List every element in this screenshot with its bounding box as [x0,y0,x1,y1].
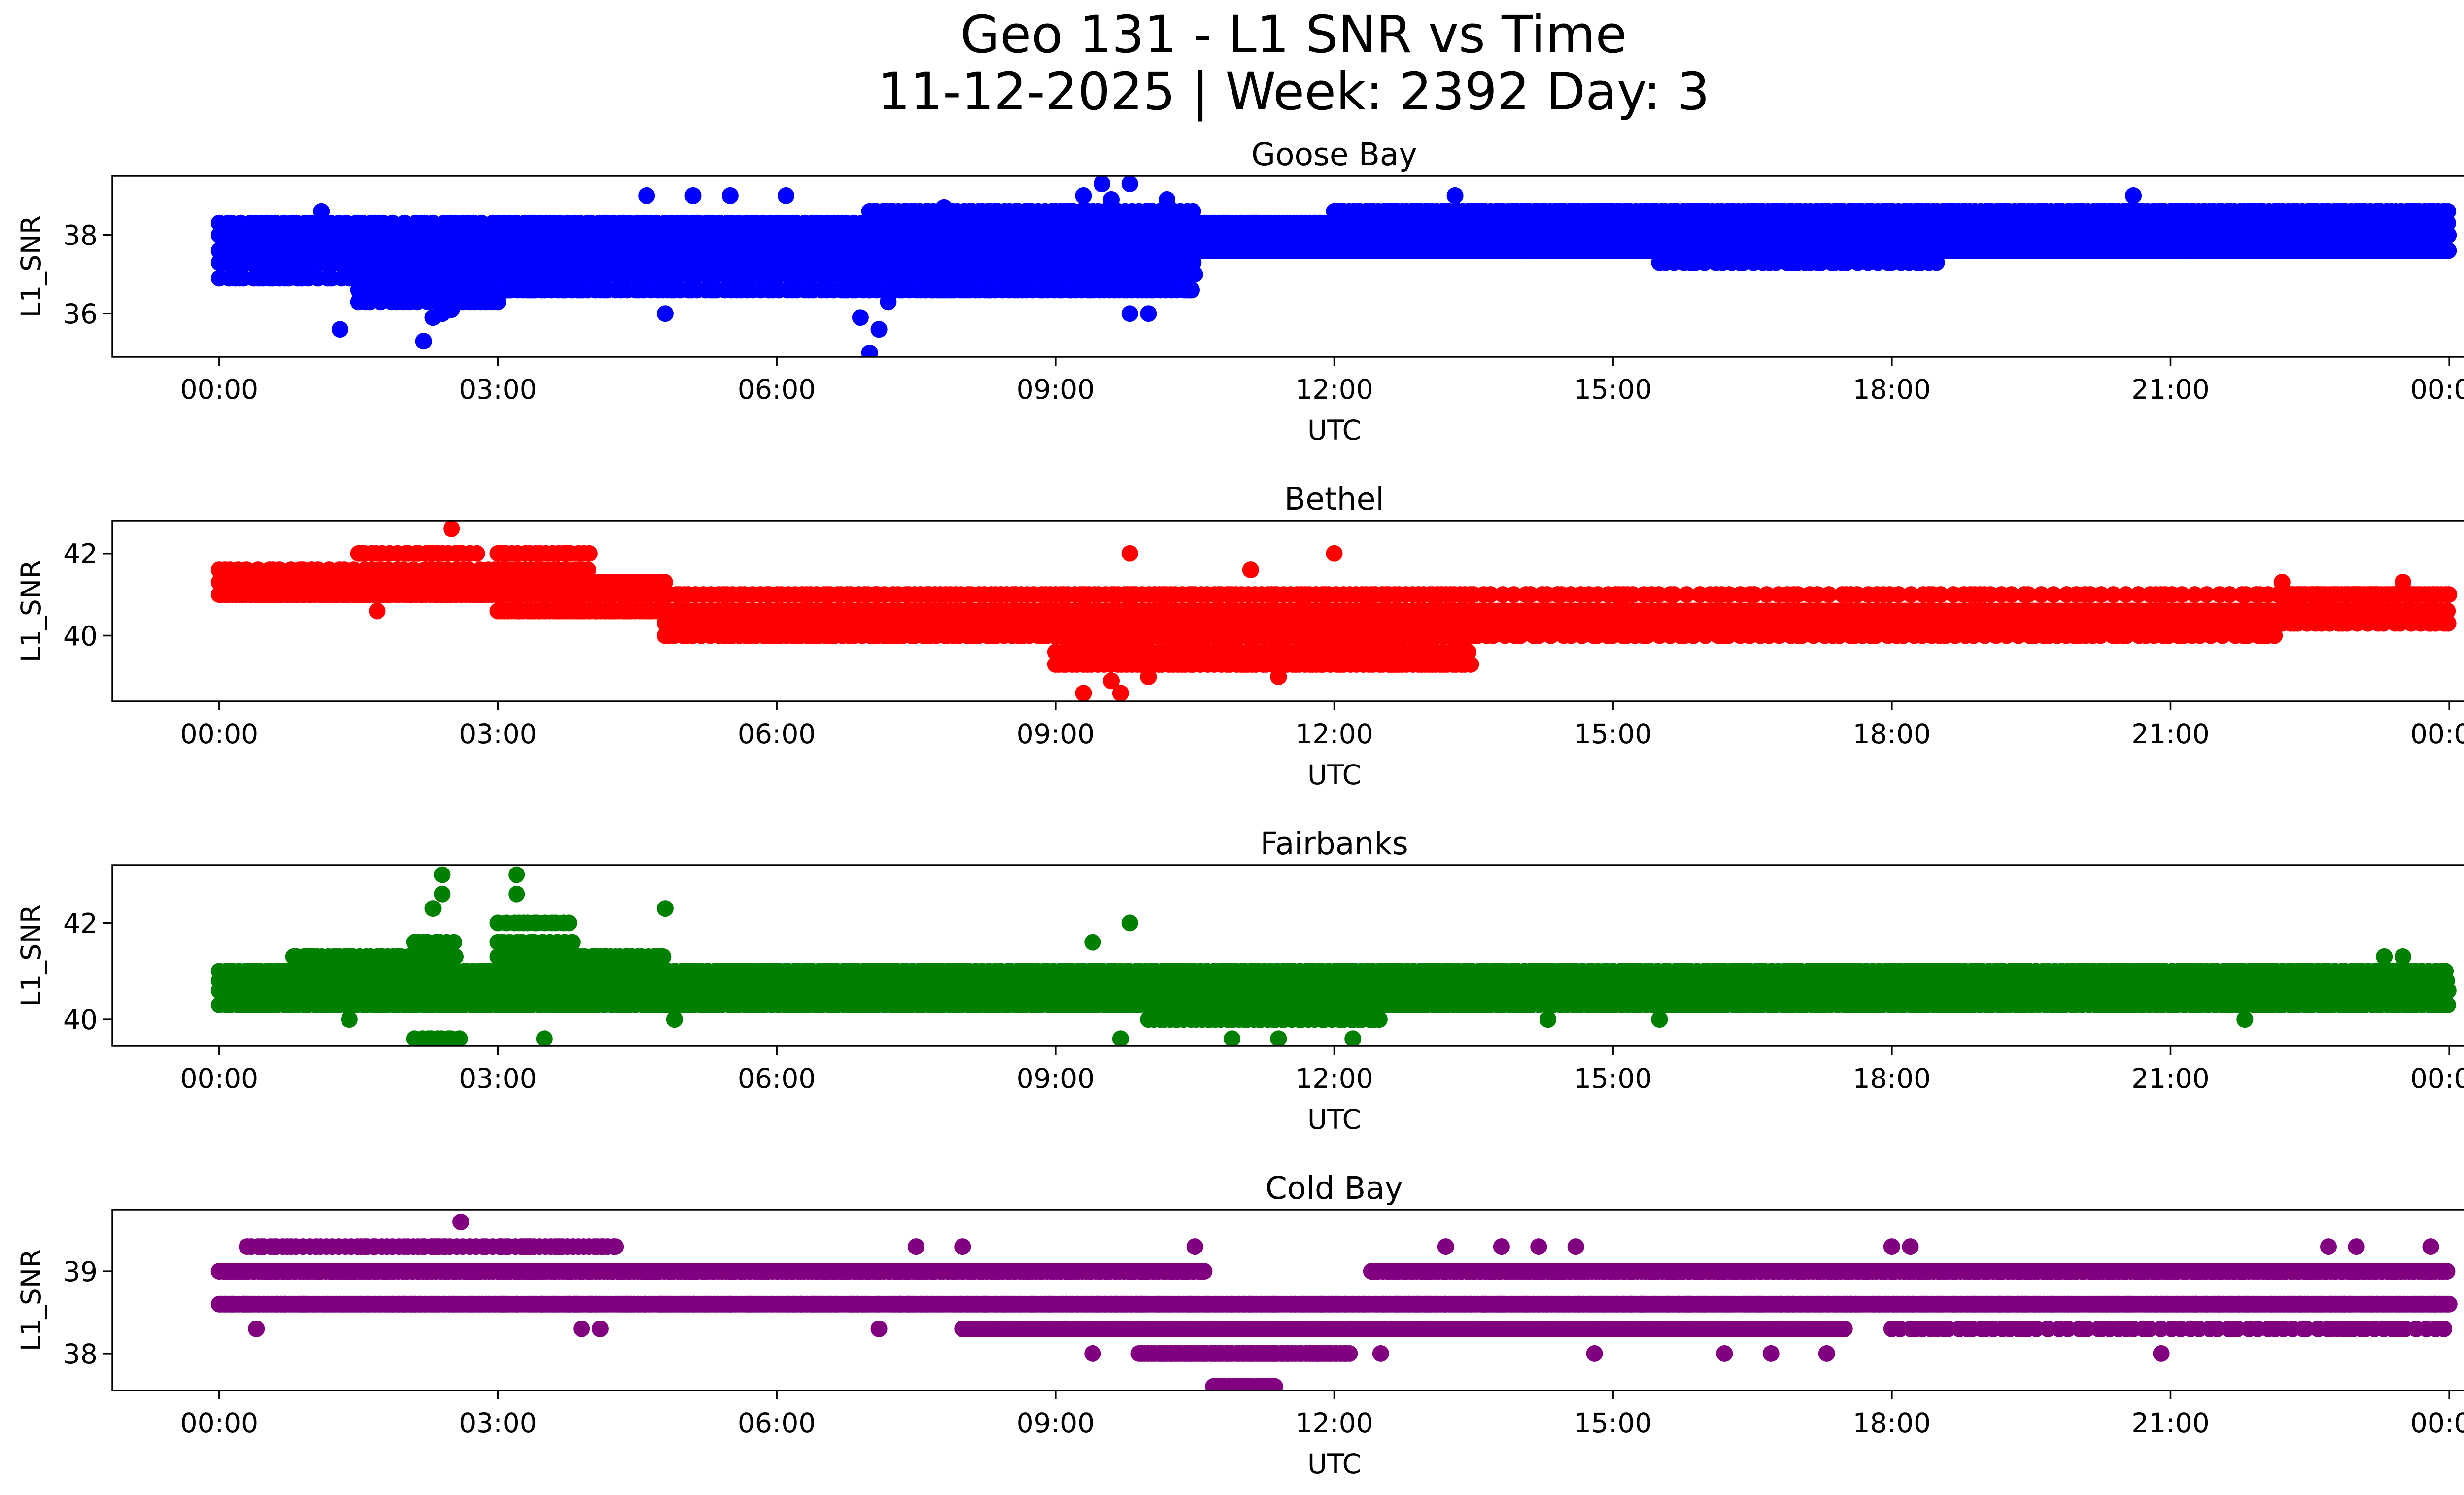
scatter-series [210,176,2457,357]
data-point [721,187,739,204]
scatter-series [210,521,2458,701]
data-point [460,561,477,579]
chart-title: Geo 131 - L1 SNR vs Time [960,4,1627,65]
x-tick-label: 06:00 [738,374,816,405]
data-point [1159,191,1176,208]
x-tick-label: 15:00 [1574,374,1652,405]
x-tick-label: 09:00 [1017,374,1095,405]
data-point [935,199,953,216]
data-point [332,321,348,338]
y-tick-label: 38 [63,220,98,251]
x-tick-label: 03:00 [459,374,537,405]
data-point [1183,281,1200,299]
data-point [249,561,267,579]
data-point [656,305,674,322]
data-point [1928,254,1945,271]
panel-0: Goose Bay 00:00 03:00 06:00 09:00 12:00 15:00 1… [15,137,2464,446]
data-point [638,187,655,204]
data-point [684,187,702,204]
data-point [580,561,596,579]
data-point [2439,203,2457,220]
x-tick-label: 18:00 [1853,374,1931,405]
panel-title: Goose Bay [1251,137,1417,173]
data-point [1094,176,1111,192]
data-point [415,333,432,350]
data-point [852,309,869,326]
data-point [778,187,794,204]
data-point [880,293,897,311]
data-point [1075,187,1092,204]
data-point [1121,176,1138,192]
panels: Goose Bay 00:00 03:00 06:00 09:00 12:00 15:00 1… [15,137,2464,1480]
data-point [581,545,598,562]
data-point [405,561,422,579]
x-tick-label: 00:00 [2410,374,2464,405]
data-point [1103,191,1120,208]
x-axis-label: UTC [1307,415,1361,446]
data-point [2440,242,2457,259]
x-tick-label: 00:00 [180,374,259,405]
data-point [1696,254,1713,271]
panel-title: Bethel [1284,481,1384,517]
data-point [2125,187,2142,204]
data-point [238,561,255,579]
data-point [1446,187,1464,204]
data-point [1121,305,1138,322]
data-point [384,214,401,232]
data-point [861,345,878,357]
x-tick-label: 12:00 [1295,374,1373,405]
data-point [1186,266,1203,283]
data-point [443,301,460,318]
chart-subtitle: 11-12-2025 | Week: 2392 Day: 3 [878,62,1710,122]
x-tick-label: 21:00 [2131,374,2210,405]
y-tick-label: 36 [63,298,98,330]
data-point [1140,305,1157,322]
y-axis-label: L1_SNR [15,215,47,317]
data-point [870,321,888,338]
data-point [271,561,288,579]
data-point [468,545,485,562]
data-point [313,203,330,220]
